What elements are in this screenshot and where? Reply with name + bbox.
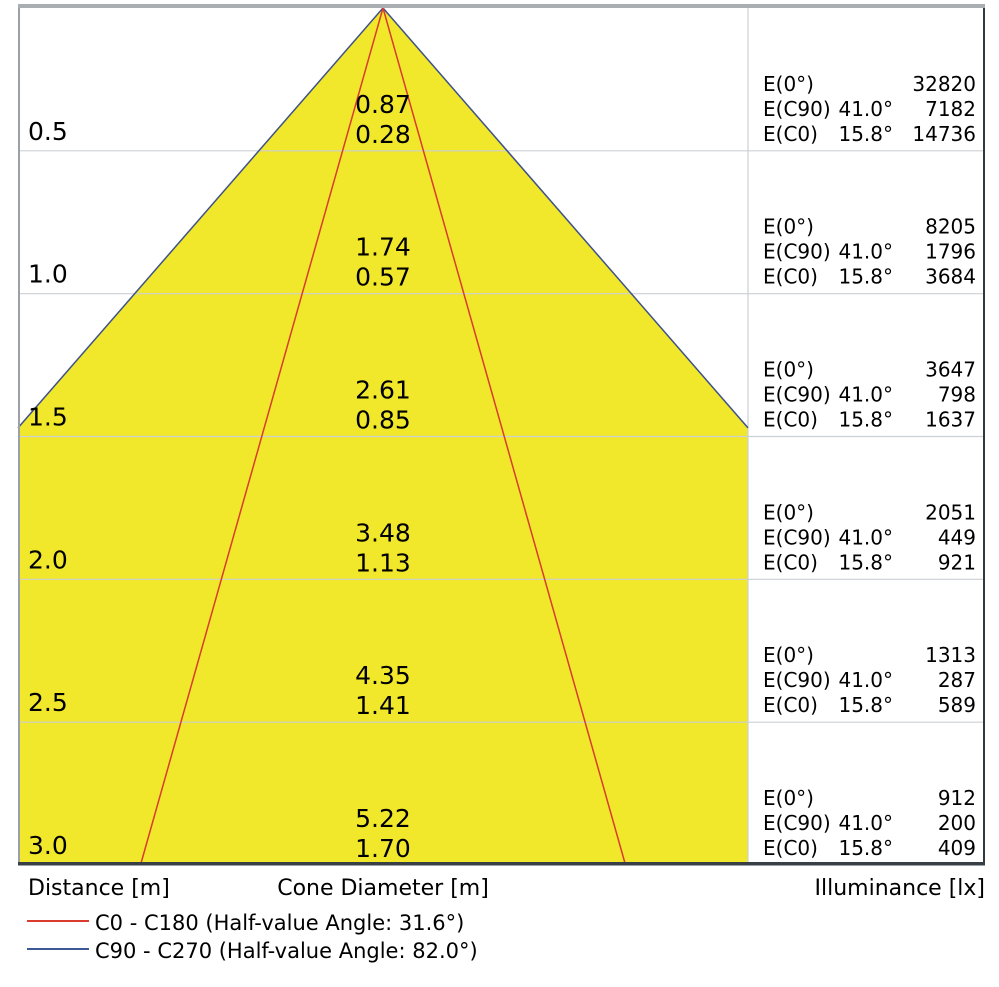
illuminance-value: 7182 <box>925 97 976 121</box>
illuminance-value: 449 <box>938 525 976 549</box>
illuminance-row-label: E(C90) <box>763 668 831 692</box>
cone-diameter-c0-value: 1.70 <box>355 834 411 863</box>
illuminance-axis-label: Illuminance [lx] <box>814 876 986 901</box>
beam-angle-value: 41.0° <box>838 383 893 407</box>
cone-diameter-c0-value: 1.13 <box>355 548 411 577</box>
illuminance-row-label: E(0°) <box>763 500 814 524</box>
illuminance-row-label: E(C90) <box>763 97 831 121</box>
c90-c270-line-swatch <box>27 948 89 950</box>
distance-value: 1.0 <box>28 260 68 289</box>
illuminance-value: 409 <box>938 836 976 860</box>
cone-diameter-c0-value: 0.85 <box>355 406 411 435</box>
illuminance-row-label: E(C0) <box>763 550 818 574</box>
cone-diameter-c90-value: 3.48 <box>355 518 411 547</box>
distance-value: 2.5 <box>28 688 68 717</box>
table-top-border <box>18 4 985 8</box>
illuminance-value: 589 <box>938 693 976 717</box>
illuminance-row-label: E(C0) <box>763 836 818 860</box>
illuminance-row-label: E(0°) <box>763 358 814 382</box>
cone-diameter-c0-value: 1.41 <box>355 691 411 720</box>
beam-angle-value: 15.8° <box>838 265 893 289</box>
illuminance-row-label: E(C0) <box>763 265 818 289</box>
illuminance-value: 200 <box>938 811 976 835</box>
illuminance-row-label: E(C0) <box>763 122 818 146</box>
illuminance-row-label: E(0°) <box>763 786 814 810</box>
illuminance-row-label: E(0°) <box>763 215 814 239</box>
illuminance-row-label: E(C0) <box>763 408 818 432</box>
illuminance-value: 287 <box>938 668 976 692</box>
legend-item-c90-c270: C90 - C270 (Half-value Angle: 82.0°) <box>0 938 600 964</box>
table-bottom-border <box>18 862 985 866</box>
illuminance-row-label: E(C90) <box>763 525 831 549</box>
illuminance-row-label: E(C0) <box>763 693 818 717</box>
c0-c180-beam-line-right <box>382 7 627 866</box>
cone-diameter-c90-value: 0.87 <box>355 90 411 119</box>
illuminance-row-label: E(0°) <box>763 643 814 667</box>
beam-angle-value: 41.0° <box>838 525 893 549</box>
cone-diameter-c90-value: 5.22 <box>355 804 411 833</box>
illuminance-value: 1313 <box>925 643 976 667</box>
illuminance-value: 32820 <box>912 72 976 96</box>
illuminance-row-label: E(C90) <box>763 383 831 407</box>
table-right-border <box>983 8 985 865</box>
illuminance-value: 1637 <box>925 408 976 432</box>
illuminance-value: 798 <box>938 383 976 407</box>
cone-diameter-c90-value: 2.61 <box>355 376 411 405</box>
beam-angle-value: 41.0° <box>838 97 893 121</box>
c0-c180-beam-line-left <box>139 7 384 866</box>
beam-angle-value: 15.8° <box>838 836 893 860</box>
beam-angle-value: 15.8° <box>838 408 893 432</box>
cone-diameter-c0-value: 0.28 <box>355 120 411 149</box>
cone-diameter-c0-value: 0.57 <box>355 263 411 292</box>
c0-c180-line-swatch <box>27 920 89 922</box>
illuminance-row-label: E(C90) <box>763 811 831 835</box>
illuminance-value: 921 <box>938 550 976 574</box>
illuminance-value: 3647 <box>925 358 976 382</box>
distance-value: 0.5 <box>28 117 68 146</box>
beam-angle-value: 15.8° <box>838 693 893 717</box>
distance-axis-label: Distance [m] <box>28 876 170 901</box>
cone-diameter-axis-label: Cone Diameter [m] <box>277 876 489 901</box>
distance-value: 1.5 <box>28 403 68 432</box>
illuminance-value: 1796 <box>925 240 976 264</box>
legend-item-c0-c180: C0 - C180 (Half-value Angle: 31.6°) <box>0 910 600 936</box>
illuminance-value: 3684 <box>925 265 976 289</box>
distance-value: 2.0 <box>28 545 68 574</box>
illuminance-value: 2051 <box>925 500 976 524</box>
cone-diameter-c90-value: 4.35 <box>355 661 411 690</box>
beam-angle-value: 41.0° <box>838 811 893 835</box>
illuminance-row-label: E(0°) <box>763 72 814 96</box>
beam-angle-value: 15.8° <box>838 122 893 146</box>
beam-angle-value: 41.0° <box>838 240 893 264</box>
legend-label-c90-c270: C90 - C270 (Half-value Angle: 82.0°) <box>95 939 478 963</box>
illuminance-value: 8205 <box>925 215 976 239</box>
illuminance-row-label: E(C90) <box>763 240 831 264</box>
legend-label-c0-c180: C0 - C180 (Half-value Angle: 31.6°) <box>95 911 465 935</box>
illuminance-value: 912 <box>938 786 976 810</box>
distance-value: 3.0 <box>28 831 68 860</box>
beam-angle-value: 15.8° <box>838 550 893 574</box>
beam-angle-value: 41.0° <box>838 668 893 692</box>
illuminance-value: 14736 <box>912 122 976 146</box>
cone-diameter-c90-value: 1.74 <box>355 233 411 262</box>
table-left-border <box>18 8 20 865</box>
